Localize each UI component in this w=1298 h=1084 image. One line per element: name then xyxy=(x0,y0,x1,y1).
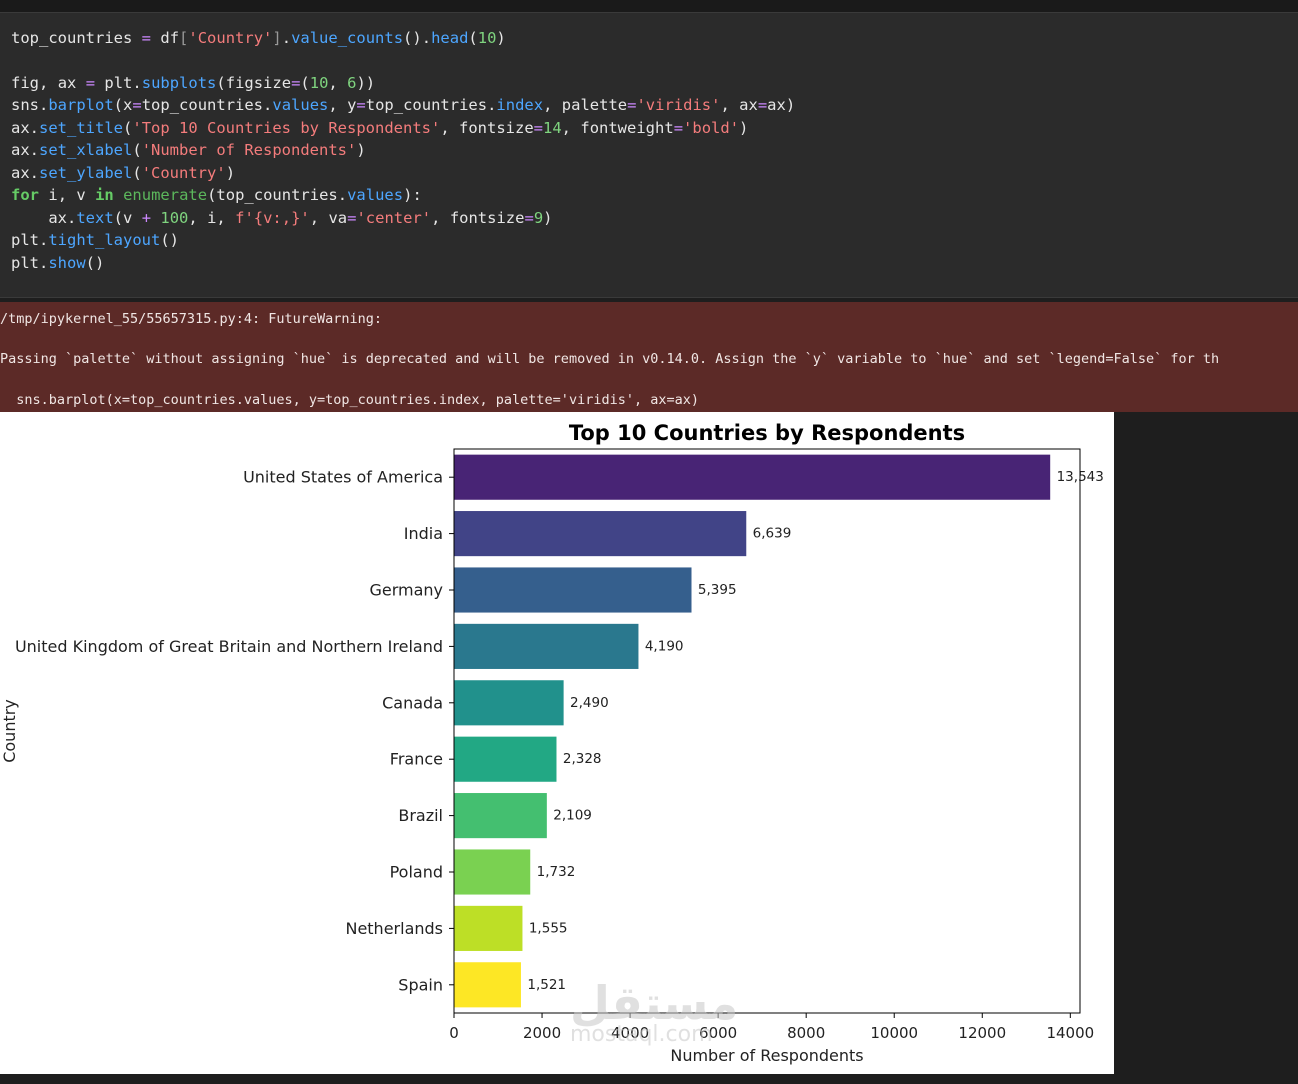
code-line[interactable]: top_countries = df['Country'].value_coun… xyxy=(11,27,506,49)
bar xyxy=(454,849,530,894)
code-line[interactable]: ax.text(v + 100, i, f'{v:,}', va='center… xyxy=(11,207,553,229)
bar-value-label: 2,328 xyxy=(563,751,602,767)
bar xyxy=(454,680,564,725)
y-tick-label: India xyxy=(404,524,443,543)
x-tick-label: 0 xyxy=(449,1024,459,1042)
bar-value-label: 6,639 xyxy=(753,526,792,542)
bar xyxy=(454,906,522,951)
output-bottom-margin xyxy=(0,1074,1114,1084)
x-tick-label: 14000 xyxy=(1046,1024,1094,1042)
bar xyxy=(454,737,556,782)
code-line[interactable]: plt.tight_layout() xyxy=(11,229,179,251)
bar xyxy=(454,511,746,556)
bar xyxy=(454,962,521,1007)
y-tick-label: Spain xyxy=(398,975,443,994)
bar xyxy=(454,624,638,669)
bar xyxy=(454,455,1050,500)
warning-path: /tmp/ipykernel_55/55657315.py:4: FutureW… xyxy=(0,311,382,327)
bar xyxy=(454,793,547,838)
x-tick-label: 10000 xyxy=(870,1024,918,1042)
warning-output: /tmp/ipykernel_55/55657315.py:4: FutureW… xyxy=(0,302,1298,412)
warning-code: sns.barplot(x=top_countries.values, y=to… xyxy=(0,392,699,408)
y-tick-label: Germany xyxy=(369,581,443,600)
chart-figure: Top 10 Countries by Respondents 13,543 Uni… xyxy=(0,412,1114,1074)
y-tick-label: United States of America xyxy=(243,468,443,487)
x-axis-label: Number of Respondents xyxy=(670,1046,863,1065)
x-tick-label: 6000 xyxy=(699,1024,737,1042)
top-toolbar-strip xyxy=(0,0,1298,13)
bar-value-label: 1,732 xyxy=(537,864,576,880)
bar-value-label: 4,190 xyxy=(645,638,684,654)
output-margin xyxy=(1114,412,1298,1084)
code-line[interactable]: sns.barplot(x=top_countries.values, y=to… xyxy=(11,94,795,116)
bar-chart: Top 10 Countries by Respondents13,543Uni… xyxy=(0,412,1114,1074)
x-tick-label: 4000 xyxy=(611,1024,649,1042)
x-tick-label: 8000 xyxy=(787,1024,825,1042)
code-line[interactable]: ax.set_title('Top 10 Countries by Respon… xyxy=(11,117,748,139)
code-line[interactable]: plt.show() xyxy=(11,252,104,274)
y-tick-label: United Kingdom of Great Britain and Nort… xyxy=(15,637,443,656)
code-line[interactable]: for i, v in enumerate(top_countries.valu… xyxy=(11,184,422,206)
bar-value-label: 2,490 xyxy=(570,695,609,711)
y-tick-label: Poland xyxy=(390,863,443,882)
warning-message: Passing `palette` without assigning `hue… xyxy=(0,351,1219,367)
chart-title: Top 10 Countries by Respondents xyxy=(569,421,965,445)
bar-value-label: 1,555 xyxy=(529,920,568,936)
code-line[interactable]: ax.set_xlabel('Number of Respondents') xyxy=(11,139,366,161)
code-line[interactable]: ax.set_ylabel('Country') xyxy=(11,162,235,184)
y-axis-label: Country xyxy=(0,699,19,763)
bar-value-label: 5,395 xyxy=(698,582,737,598)
y-tick-label: Netherlands xyxy=(345,919,443,938)
bar-value-label: 2,109 xyxy=(553,808,592,824)
code-line[interactable]: fig, ax = plt.subplots(figsize=(10, 6)) xyxy=(11,72,375,94)
x-tick-label: 12000 xyxy=(958,1024,1006,1042)
bar xyxy=(454,567,692,612)
y-tick-label: France xyxy=(390,750,443,769)
x-tick-label: 2000 xyxy=(523,1024,561,1042)
y-tick-label: Brazil xyxy=(398,806,443,825)
bar-value-label: 1,521 xyxy=(527,977,566,993)
code-cell[interactable]: top_countries = df['Country'].value_coun… xyxy=(0,13,1298,298)
y-tick-label: Canada xyxy=(382,693,443,712)
